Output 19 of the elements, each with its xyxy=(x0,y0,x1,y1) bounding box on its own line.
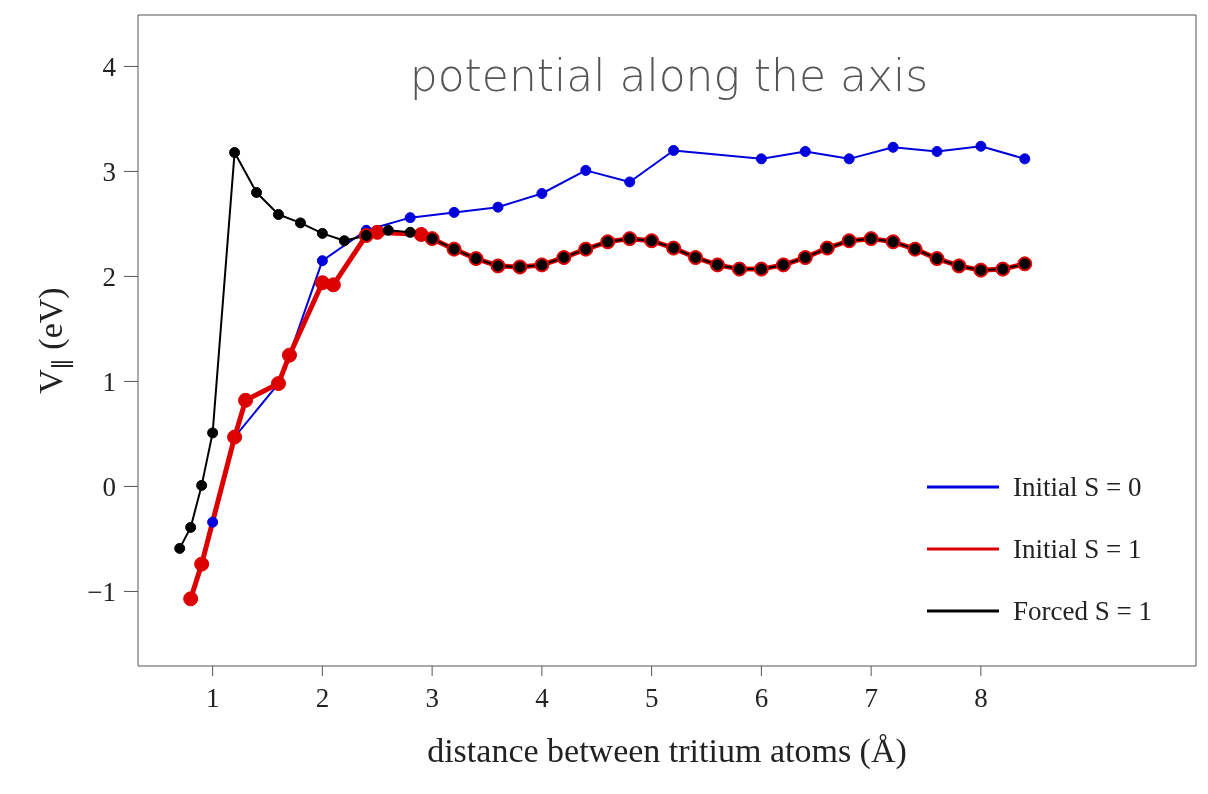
y-tick-label: −1 xyxy=(87,577,116,608)
y-tick-label: 1 xyxy=(102,367,116,398)
x-tick-label: 7 xyxy=(864,683,878,714)
x-tick-label: 5 xyxy=(644,683,659,714)
legend-label: Forced S = 1 xyxy=(1013,595,1152,627)
text: potential along the axis xyxy=(408,50,930,101)
legend-label: Initial S = 0 xyxy=(1013,471,1142,503)
x-tick-label: 2 xyxy=(315,683,330,714)
x-axis-title: distance between tritium atoms (Å) xyxy=(427,732,907,770)
y-tick-label: 0 xyxy=(102,472,116,503)
x-tick-label: 8 xyxy=(974,683,988,714)
legend-label: Initial S = 1 xyxy=(1013,533,1142,565)
y-tick-label: 4 xyxy=(102,52,117,83)
y-tick-label: 3 xyxy=(102,157,116,188)
x-tick-label: 6 xyxy=(754,683,769,714)
x-tick-label: 3 xyxy=(425,683,439,714)
x-tick-label: 1 xyxy=(205,683,220,714)
x-tick-label: 4 xyxy=(535,683,550,714)
y-tick-label: 2 xyxy=(102,262,116,293)
